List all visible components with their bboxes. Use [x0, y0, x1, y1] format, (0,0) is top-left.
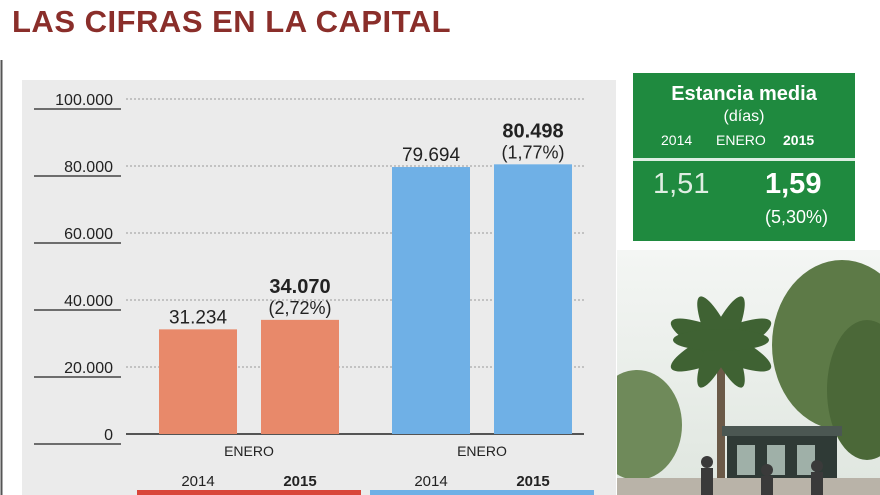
y-tick-label: 40.000 [64, 293, 113, 310]
average-stay-header: 2014 ENERO 2015 [633, 132, 855, 150]
group-underline [137, 490, 361, 495]
average-stay-title: Estancia media [671, 83, 817, 105]
average-stay-value-2014: 1,51 [653, 168, 710, 200]
average-stay-box: Estancia media (días) 2014 ENERO 2015 1,… [633, 73, 855, 241]
average-stay-year-2015: 2015 [783, 132, 815, 148]
x-year-label: 2014 [181, 473, 214, 490]
bar [159, 329, 237, 434]
average-stay-unit: (días) [723, 108, 765, 125]
average-stay-divider [633, 158, 855, 161]
city-photo [617, 250, 880, 495]
average-stay-month: ENERO [716, 132, 766, 148]
data-label-value: 79.694 [402, 145, 461, 166]
headline: LAS CIFRAS EN LA CAPITAL [12, 4, 452, 39]
x-year-label: 2015 [516, 473, 549, 490]
average-stay-value-2015: 1,59 [765, 168, 822, 200]
bar [392, 167, 470, 435]
group-underline [370, 490, 594, 495]
bar [261, 319, 339, 434]
data-label-value: 34.070 [269, 276, 330, 298]
x-year-label: 2015 [283, 473, 316, 490]
average-stay-year-2014: 2014 [661, 132, 693, 148]
y-tick-label: 60.000 [64, 226, 113, 243]
y-tick-label: 0 [104, 427, 113, 444]
y-tick-label: 80.000 [64, 159, 113, 176]
x-group-label: ENERO [224, 443, 274, 459]
bar [494, 164, 572, 434]
y-tick-label: 20.000 [64, 360, 113, 377]
data-label-value: 31.234 [169, 307, 228, 328]
x-year-label: 2014 [414, 473, 447, 490]
y-tick-label: 100.000 [55, 92, 113, 109]
data-label-value: 80.498 [502, 120, 563, 142]
data-label-percent: (2,72%) [268, 298, 331, 318]
average-stay-percent: (5,30%) [765, 207, 829, 227]
data-label-percent: (1,77%) [501, 142, 564, 162]
x-group-label: ENERO [457, 443, 507, 459]
